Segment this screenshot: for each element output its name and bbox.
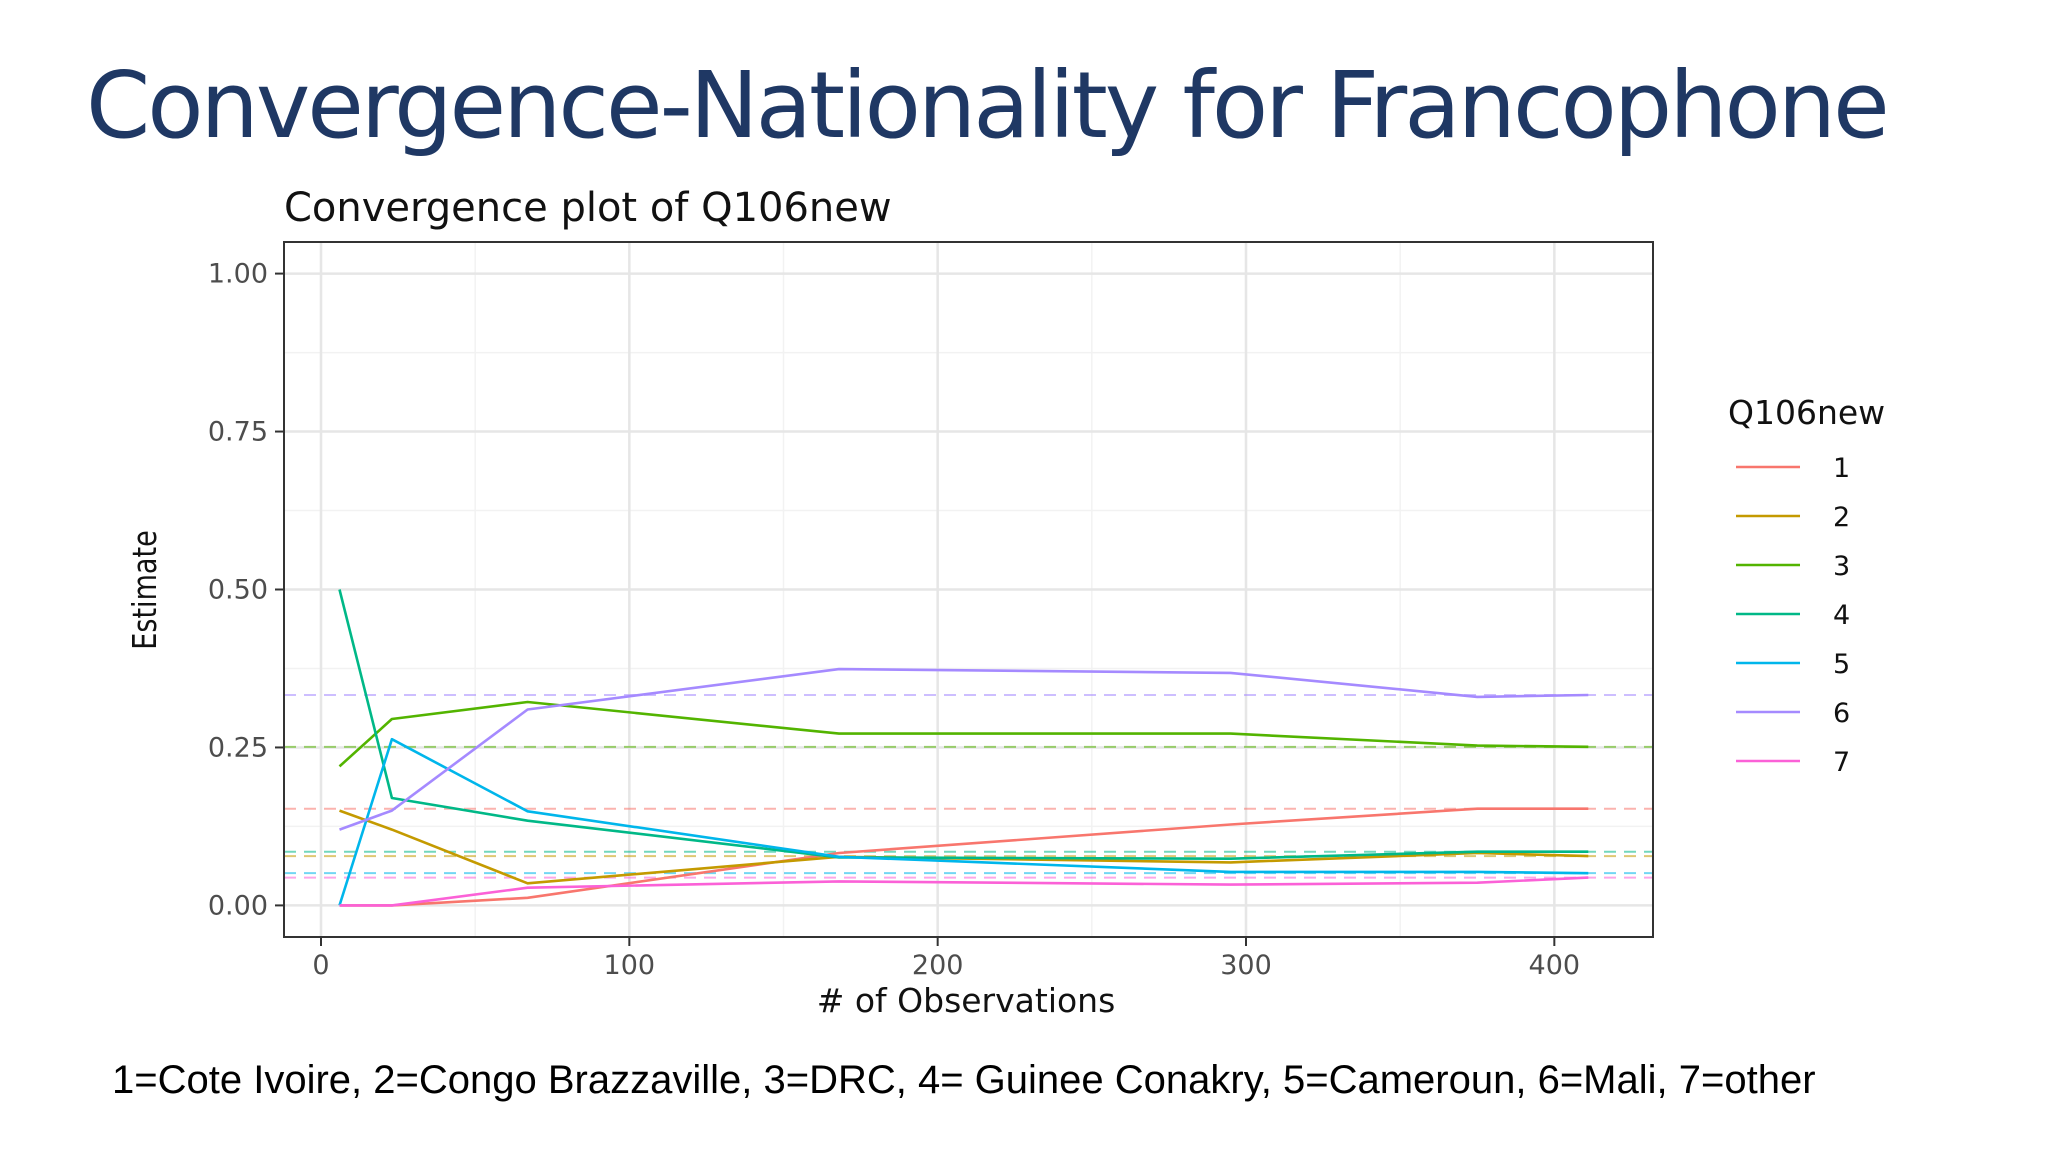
- x-tick-label: 100: [604, 950, 656, 981]
- series-lines: [338, 589, 1589, 907]
- legend-label-7: 7: [1833, 747, 1850, 778]
- x-tick-label: 300: [1220, 950, 1272, 981]
- series-line-7: [339, 876, 1589, 907]
- x-tick-label: 200: [912, 950, 964, 981]
- series-line-5: [338, 737, 1589, 906]
- legend-label-1: 1: [1833, 453, 1850, 484]
- y-axis-ticks: 0.00 0.25 0.50 0.75 1.00: [208, 259, 284, 921]
- plot-title: Convergence plot of Q106new: [284, 185, 892, 231]
- y-tick-label: 0.75: [208, 417, 268, 448]
- grid-minor: [284, 242, 1653, 937]
- y-tick-label: 0.50: [208, 575, 268, 606]
- x-axis-ticks: 0 100 200 300 400: [312, 937, 1580, 981]
- legend-label-2: 2: [1833, 502, 1850, 533]
- x-axis-title: # of Observations: [817, 981, 1116, 1020]
- y-tick-label: 1.00: [208, 259, 268, 290]
- legend: Q106new 1 2 3 4 5 6 7: [1728, 393, 1885, 778]
- legend-label-3: 3: [1833, 551, 1850, 582]
- series-line-6: [339, 667, 1589, 831]
- legend-label-6: 6: [1833, 698, 1850, 729]
- series-line-3: [338, 700, 1589, 768]
- slide-title: Convergence-Nationality for Francophone: [86, 52, 1890, 159]
- legend-label-4: 4: [1833, 600, 1850, 631]
- y-axis-title: Estimate: [126, 530, 164, 649]
- legend-label-5: 5: [1833, 649, 1850, 680]
- x-tick-label: 0: [312, 950, 329, 981]
- legend-title: Q106new: [1728, 393, 1885, 432]
- y-tick-label: 0.00: [208, 890, 268, 921]
- legend-items: 1 2 3 4 5 6 7: [1736, 453, 1850, 778]
- convergence-chart: Convergence plot of Q106new 0.00 0.25 0.50…: [126, 185, 1885, 1020]
- country-code-footnote: 1=Cote Ivoire, 2=Congo Brazzaville, 3=DR…: [112, 1058, 1816, 1102]
- y-tick-label: 0.25: [208, 732, 268, 763]
- x-tick-label: 400: [1529, 950, 1581, 981]
- grid-major: [284, 242, 1653, 937]
